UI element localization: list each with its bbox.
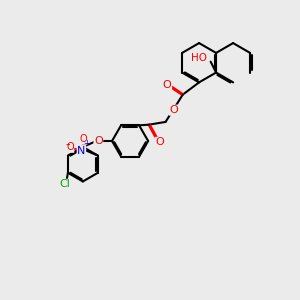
- Text: O: O: [94, 136, 103, 146]
- Text: N: N: [77, 146, 86, 156]
- Text: O: O: [66, 142, 74, 152]
- Text: O: O: [169, 105, 178, 115]
- Text: O: O: [80, 134, 87, 144]
- Text: HO: HO: [190, 52, 207, 62]
- Text: +: +: [83, 139, 90, 148]
- Text: O: O: [163, 80, 172, 90]
- Text: O: O: [155, 137, 164, 147]
- Text: Cl: Cl: [60, 179, 70, 189]
- Text: -: -: [66, 138, 70, 151]
